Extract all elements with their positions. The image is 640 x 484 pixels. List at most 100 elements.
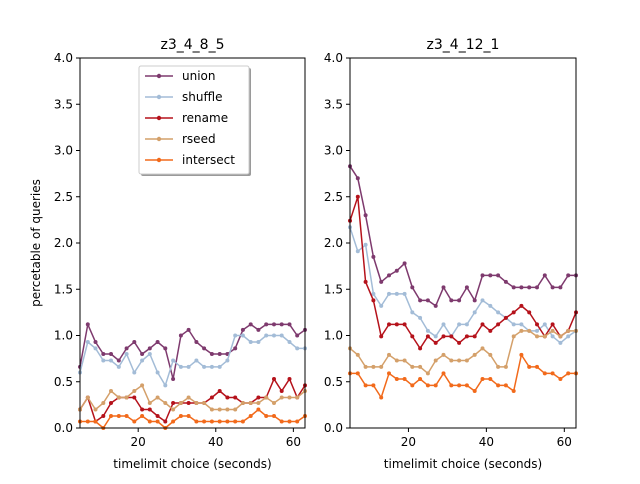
data-point-shuffle: [425, 328, 430, 333]
data-point-rename: [147, 407, 152, 412]
data-point-union: [240, 327, 245, 332]
data-point-intersect: [256, 407, 261, 412]
data-point-union: [511, 285, 516, 290]
data-point-union: [566, 273, 571, 278]
data-point-shuffle: [402, 291, 407, 296]
data-point-rename: [132, 395, 137, 400]
data-point-shuffle: [363, 242, 368, 247]
data-point-shuffle: [379, 303, 384, 308]
data-point-rename: [425, 334, 430, 339]
data-point-union: [550, 285, 555, 290]
y-tick-label: 1.5: [324, 282, 343, 296]
data-point-union: [503, 279, 508, 284]
y-tick-label: 2.5: [54, 190, 73, 204]
data-point-rename: [225, 395, 230, 400]
data-point-intersect: [519, 352, 524, 357]
series-line-union: [349, 165, 576, 308]
data-point-rseed: [503, 364, 508, 369]
data-point-shuffle: [93, 346, 98, 351]
data-point-intersect: [140, 414, 145, 418]
data-point-rseed: [93, 407, 98, 412]
data-point-shuffle: [163, 383, 168, 388]
data-point-shuffle: [295, 346, 300, 351]
data-point-shuffle: [132, 370, 137, 375]
y-tick-label: 0.5: [54, 375, 73, 389]
data-point-union: [394, 268, 399, 273]
data-point-union: [542, 273, 547, 278]
data-point-union: [256, 327, 261, 332]
data-point-rseed: [272, 401, 276, 405]
series-line-intersect: [350, 352, 576, 400]
y-tick-label: 1.0: [54, 329, 73, 343]
y-axis-label: percetable of queries: [29, 179, 43, 307]
data-point-rename: [155, 414, 160, 418]
data-point-rename: [511, 310, 516, 315]
series-line-intersect: [80, 408, 306, 430]
series-line-rseed: [79, 384, 306, 411]
data-point-rseed: [387, 352, 391, 357]
data-point-intersect: [279, 419, 284, 424]
series-line-rseed: [349, 329, 576, 375]
data-point-intersect: [147, 419, 152, 424]
data-point-rseed: [101, 401, 106, 405]
series-rseed-1: [348, 328, 578, 376]
data-point-rename: [503, 315, 508, 320]
data-point-union: [209, 352, 214, 356]
data-point-intersect: [171, 419, 176, 424]
data-point-rename: [387, 322, 391, 327]
data-point-shuffle: [256, 340, 261, 344]
data-point-rename: [535, 322, 539, 327]
series-line-shuffle: [349, 227, 577, 344]
data-point-rename: [488, 328, 493, 333]
data-point-rseed: [209, 407, 214, 412]
data-point-union: [101, 352, 106, 356]
data-point-intersect: [194, 419, 199, 424]
data-point-intersect: [410, 383, 415, 388]
data-point-intersect: [295, 419, 300, 424]
data-point-rseed: [527, 328, 532, 333]
y-tick-label: 1.0: [324, 329, 343, 343]
data-point-rseed: [287, 395, 292, 400]
data-point-union: [558, 285, 563, 290]
data-point-rename: [171, 401, 176, 405]
series-intersect-0: [78, 407, 307, 430]
data-point-rename: [279, 389, 284, 393]
data-point-union: [472, 298, 477, 303]
data-point-union: [287, 322, 292, 327]
legend-entry-shuffle: shuffle: [145, 90, 222, 104]
data-point-union: [171, 377, 176, 381]
data-point-rseed: [233, 407, 238, 412]
axes-frame: [349, 57, 577, 429]
data-point-rename: [163, 419, 168, 424]
data-point-intersect: [394, 377, 399, 381]
data-point-rseed: [472, 352, 477, 357]
data-point-rseed: [163, 401, 168, 405]
data-point-shuffle: [488, 303, 493, 308]
data-point-rseed: [464, 358, 469, 363]
legend-label-shuffle: shuffle: [182, 90, 222, 104]
data-point-shuffle: [355, 249, 360, 254]
data-point-intersect: [116, 414, 121, 418]
data-point-union: [449, 298, 454, 303]
data-point-union: [379, 279, 384, 284]
data-point-rename: [464, 334, 469, 339]
data-point-union: [233, 346, 238, 351]
data-point-shuffle: [279, 333, 284, 338]
data-point-rseed: [295, 395, 300, 400]
data-point-union: [355, 176, 360, 181]
data-point-shuffle: [109, 358, 113, 363]
data-point-rseed: [535, 334, 539, 339]
data-point-intersect: [464, 383, 469, 388]
legend-label-union: union: [182, 69, 216, 83]
data-point-union: [272, 322, 276, 327]
data-point-rename: [550, 322, 555, 327]
series-union-0: [78, 321, 307, 381]
data-point-rseed: [511, 334, 516, 339]
data-point-intersect: [480, 377, 485, 381]
data-point-intersect: [124, 414, 129, 418]
data-point-rseed: [558, 334, 563, 339]
data-point-union: [163, 346, 168, 351]
data-point-intersect: [527, 364, 532, 369]
legend-box: [138, 65, 250, 175]
data-point-union: [147, 346, 152, 351]
